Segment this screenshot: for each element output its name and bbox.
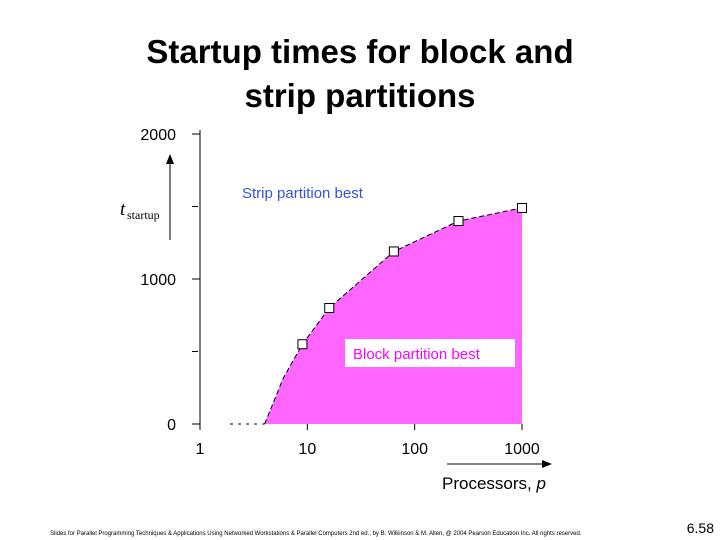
strip-partition-label: Strip partition best [242, 185, 364, 202]
x-axis-arrowhead [542, 460, 552, 468]
block-partition-region [264, 207, 522, 424]
data-marker [388, 246, 399, 257]
x-tick-label: 10 [298, 441, 316, 458]
y-tick-label: 0 [167, 417, 176, 434]
y-tick-label: 2000 [140, 127, 176, 144]
y-axis-label: t [120, 199, 126, 220]
x-axis-label-var: p [535, 474, 545, 493]
block-partition-label: Block partition best [353, 346, 481, 363]
label-layer: t startup Processors, p Strip partition bes… [120, 154, 552, 493]
y-axis-arrowhead [166, 154, 174, 164]
marker-layer [297, 202, 527, 350]
x-axis-label: Processors, p [442, 474, 546, 493]
data-marker [517, 202, 527, 213]
axis-layer: 0 1000 2000 1 10 100 1000 [140, 127, 539, 458]
slide-title-line2: strip partitions [244, 77, 476, 114]
x-tick-label: 1000 [504, 441, 540, 458]
y-tick-label: 1000 [140, 272, 176, 289]
block-label-box [345, 339, 515, 367]
slide-footer: Slides for Parallel Programming Techniqu… [50, 531, 582, 537]
y-axis-label-sub: startup [127, 208, 160, 222]
data-marker [324, 303, 335, 313]
slide-title-line1: Startup times for block and [146, 33, 574, 70]
x-tick-label: 100 [401, 441, 428, 458]
data-marker [297, 339, 308, 350]
plot-area-layer [264, 207, 523, 425]
x-tick-label: 1 [196, 441, 205, 458]
data-marker [453, 216, 464, 226]
slide-title: Startup times for block and strip partit… [0, 30, 720, 118]
slide-number: 6.58 [686, 520, 714, 536]
